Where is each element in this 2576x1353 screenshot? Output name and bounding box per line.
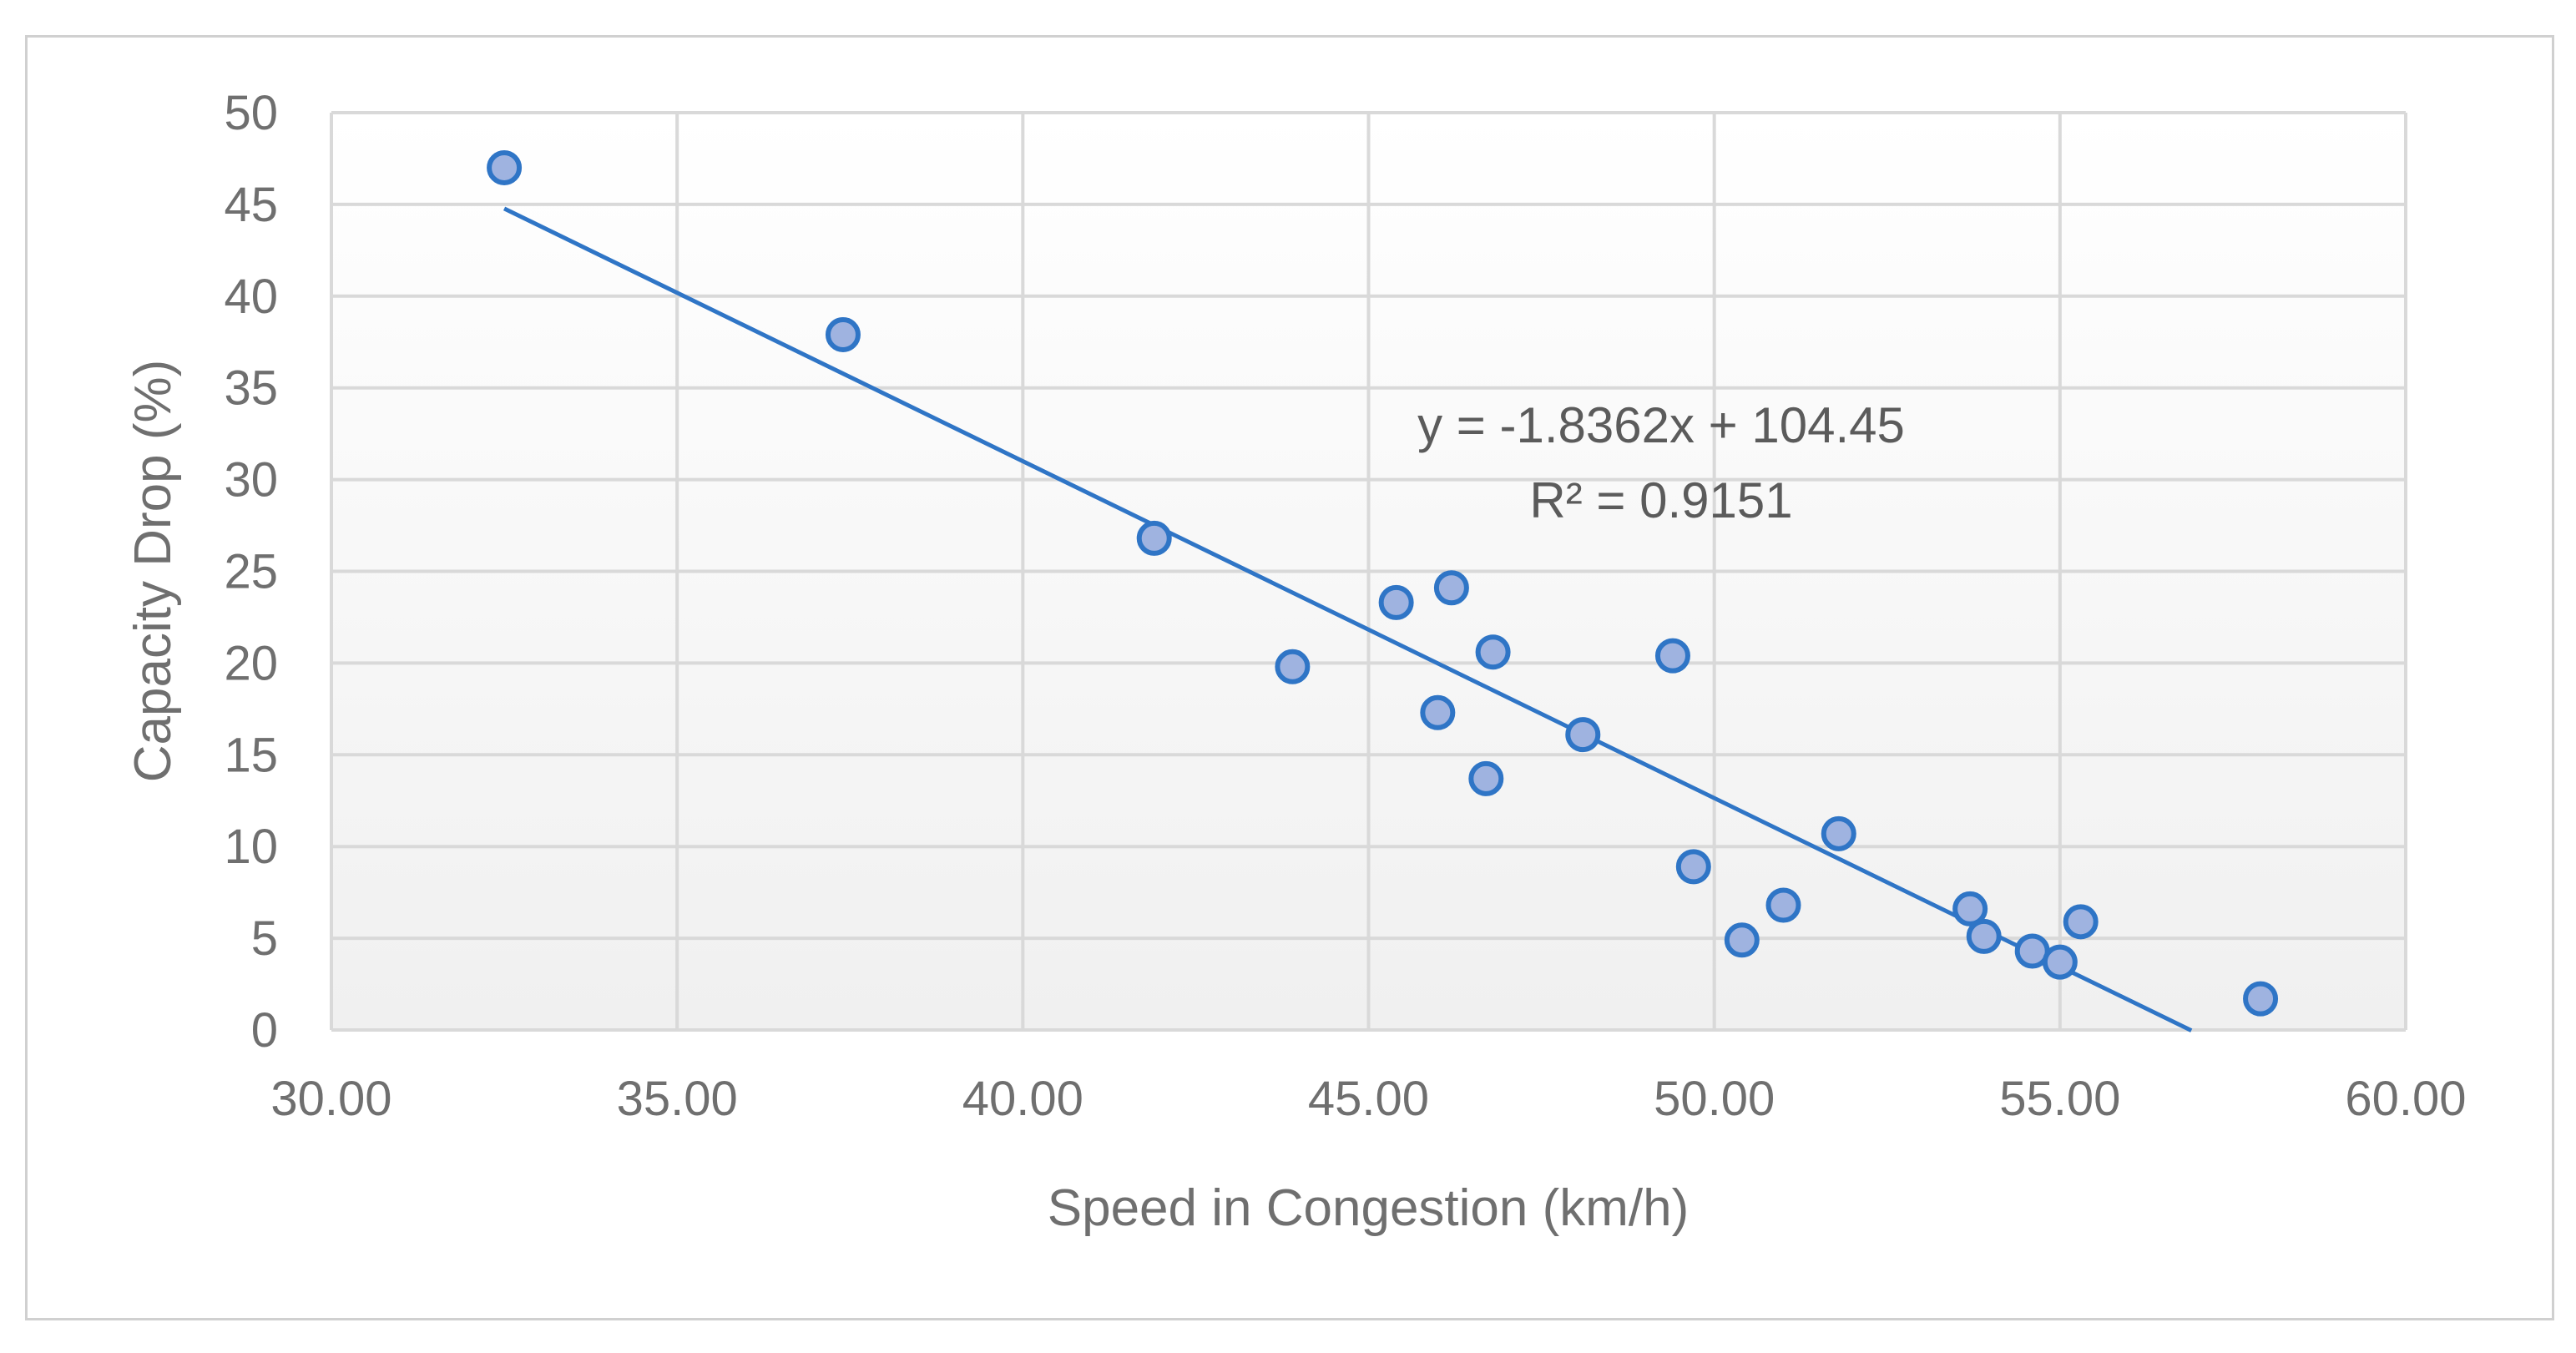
trendline [503,206,2193,1032]
data-point [1654,638,1690,674]
data-point [1468,760,1504,796]
data-point [1952,891,1988,926]
trendline-equation: y = -1.8362x + 104.45 [1417,397,1905,453]
data-point [1378,584,1414,620]
data-point [1565,717,1601,753]
x-tick-label: 35.00 [617,1072,738,1126]
data-point [487,149,523,185]
data-point [2243,981,2279,1017]
trendline-group [503,206,2193,1032]
data-point [1433,570,1469,606]
y-tick-label: 40 [224,270,278,324]
y-tick-label: 20 [224,636,278,690]
y-tick-label: 0 [251,1003,278,1058]
x-tick-label: 60.00 [2345,1072,2466,1126]
data-point [825,316,861,352]
data-point [1475,634,1511,670]
y-axis-title: Capacity Drop (%) [124,360,182,782]
x-tick-label: 45.00 [1308,1072,1429,1126]
y-tick-label: 50 [224,86,278,140]
trendline-r-squared: R² = 0.9151 [1529,472,1792,528]
y-tick-label: 35 [224,361,278,416]
tick-labels: 0 5 10 15 20 25 30 35 40 45 50 30.00 35.00 40.00 45.00… [224,86,2466,1126]
data-point [1765,887,1801,923]
y-tick-label: 10 [224,820,278,874]
data-point [1275,649,1311,684]
x-tick-label: 30.00 [270,1072,391,1126]
x-axis-title: Speed in Congestion (km/h) [1048,1179,1690,1237]
data-point [1724,922,1760,958]
y-tick-label: 15 [224,728,278,782]
grid-lines [330,111,2407,1032]
data-point [1966,918,2002,954]
x-tick-label: 50.00 [1654,1072,1775,1126]
data-point [1136,520,1172,556]
y-tick-label: 30 [224,453,278,507]
data-point [2063,904,2099,940]
data-points [487,149,2279,1017]
y-tick-label: 5 [251,911,278,966]
data-point [1675,849,1711,885]
y-tick-label: 45 [224,178,278,232]
data-point [1420,694,1456,730]
x-tick-label: 55.00 [1999,1072,2120,1126]
x-tick-label: 40.00 [962,1072,1083,1126]
y-tick-label: 25 [224,545,278,599]
data-point [1821,815,1856,851]
data-point [2042,944,2078,980]
